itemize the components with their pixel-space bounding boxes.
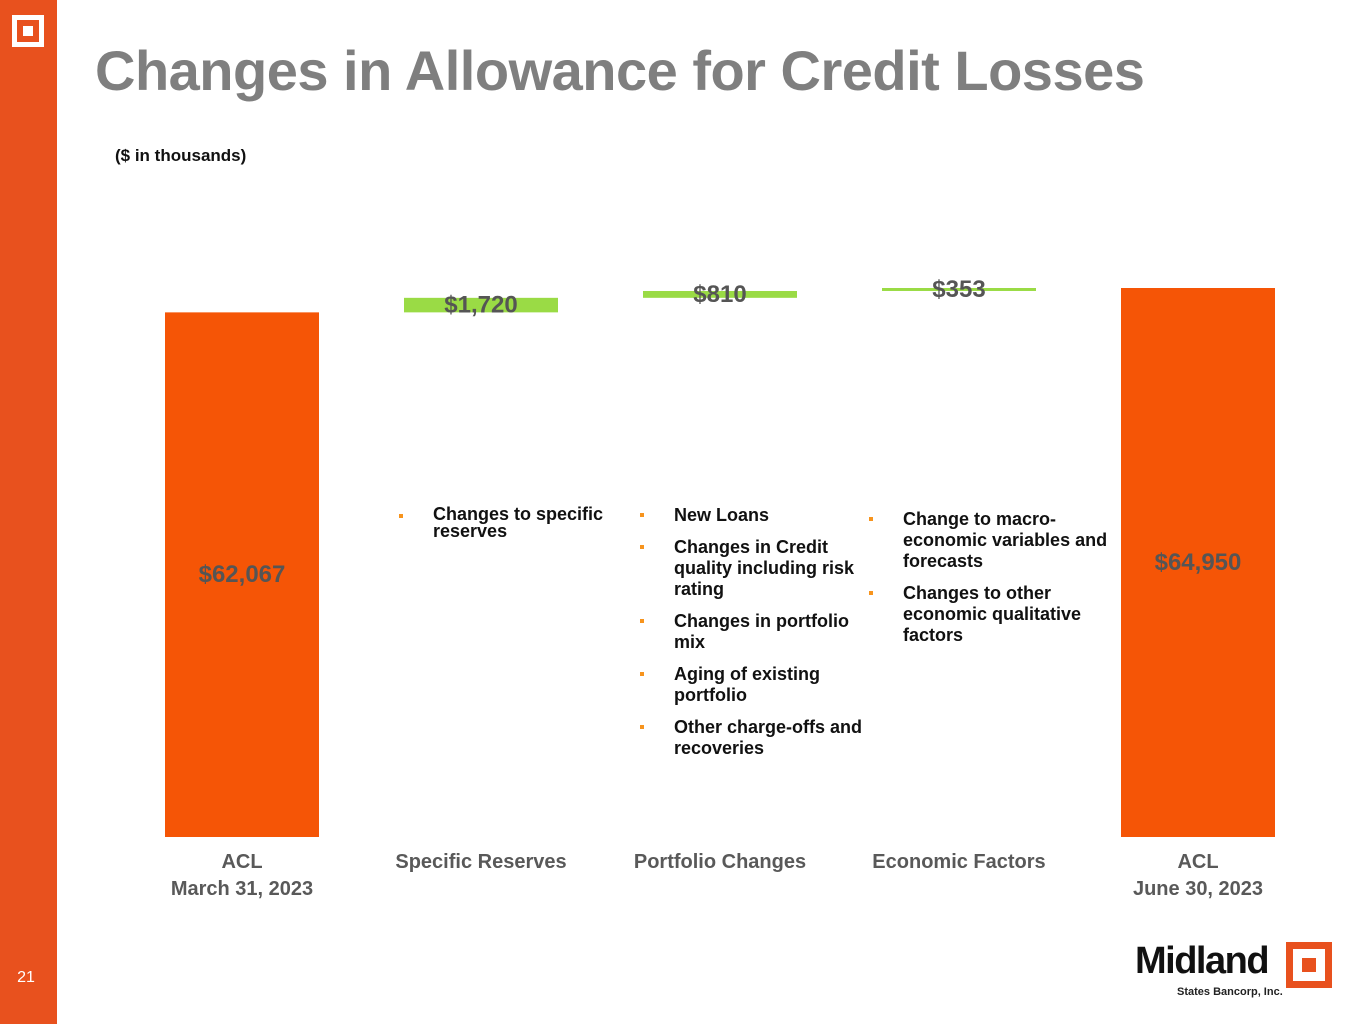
- note-item: New Loans: [640, 505, 875, 526]
- category-label-line: Portfolio Changes: [633, 851, 807, 873]
- brand-name: Midland: [1135, 940, 1270, 982]
- note-item: Changes to other economic qualitative fa…: [869, 583, 1109, 646]
- note-item: Changes to specific reserves: [399, 505, 629, 540]
- corner-logo-icon: [12, 15, 44, 47]
- category-label-line: ACL: [221, 851, 263, 873]
- notes-specific-reserves: Changes to specific reserves: [399, 505, 629, 551]
- brand-subtitle: States Bancorp, Inc.: [1177, 986, 1283, 998]
- data-label-specific-reserves: $1,720: [444, 292, 517, 319]
- bar-economic-factors: [882, 288, 1036, 291]
- data-label-acl-march: $62,067: [199, 561, 286, 588]
- category-label-economic-factors: Economic Factors: [839, 849, 1079, 876]
- bar-acl-june: [1121, 288, 1275, 837]
- note-item: Other charge-offs and recoveries: [640, 717, 875, 759]
- data-label-economic-factors: $353: [932, 276, 985, 303]
- notes-economic-factors: Change to macro-economic variables and f…: [869, 509, 1109, 657]
- category-label-line: Specific Reserves: [395, 851, 567, 873]
- bar-portfolio-changes: [643, 290, 797, 298]
- category-label-line: June 30, 2023: [1132, 878, 1264, 900]
- brand-square-icon: [1286, 942, 1332, 988]
- notes-portfolio-changes: New Loans Changes in Credit quality inclu…: [640, 505, 875, 770]
- sidebar: 21: [0, 0, 57, 1024]
- bar-specific-reserves: [404, 297, 558, 313]
- category-label-specific-reserves: Specific Reserves: [361, 849, 601, 876]
- note-item: Aging of existing portfolio: [640, 664, 875, 706]
- note-item: Change to macro-economic variables and f…: [869, 509, 1109, 572]
- data-label-portfolio-changes: $810: [693, 281, 746, 308]
- note-item: Changes in portfolio mix: [640, 611, 875, 653]
- bar-acl-march: [165, 312, 319, 837]
- category-label-portfolio-changes: Portfolio Changes: [600, 849, 840, 876]
- data-label-acl-june: $64,950: [1155, 549, 1242, 576]
- page-number: 21: [17, 969, 35, 986]
- category-label-line: Economic Factors: [872, 851, 1046, 873]
- slide-title: Changes in Allowance for Credit Losses: [95, 39, 1145, 102]
- category-label-line: ACL: [1177, 851, 1219, 873]
- category-label-acl-june: ACL June 30, 2023: [1078, 849, 1318, 903]
- midland-logo: Midland States Bancorp, Inc.: [1135, 940, 1335, 1000]
- units-note: ($ in thousands): [115, 146, 247, 165]
- category-label-line: March 31, 2023: [170, 878, 314, 900]
- category-label-acl-march: ACL March 31, 2023: [122, 849, 362, 903]
- note-item: Changes in Credit quality including risk…: [640, 537, 875, 600]
